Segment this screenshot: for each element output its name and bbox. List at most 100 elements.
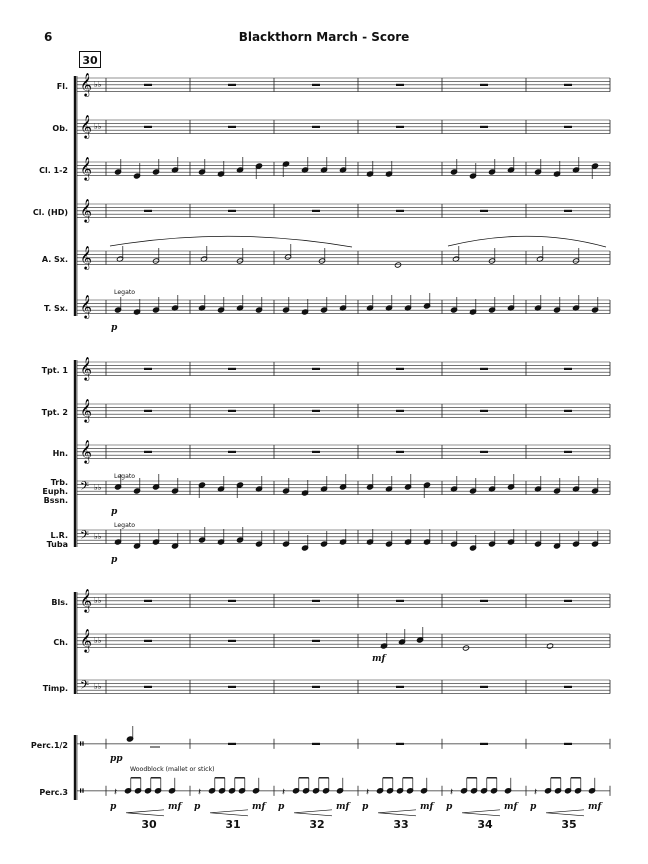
instrument-label-clarinet-hd: Cl. (HD) [32,208,68,217]
percussion-clef-icon: 𝄥 [80,784,84,798]
whole-rest [564,209,572,212]
whole-rest [396,409,404,412]
key-signature-flats: ♭♭ [94,532,102,541]
whole-rest [564,685,572,688]
dynamic-p-perc3-m35: p [530,802,537,812]
whole-rest [564,742,572,745]
whole-rest [312,742,320,745]
key-signature-flats: ♭♭ [94,636,102,645]
note-head [462,645,470,651]
whole-rest [312,209,320,212]
instrument-label-chimes: Ch. [53,638,68,647]
whole-rest [396,450,404,453]
crescendo-hairpin [377,809,417,817]
whole-rest [564,450,572,453]
quarter-rest-icon: 𝄽 [282,787,285,798]
whole-rest [144,685,152,688]
whole-rest [312,409,320,412]
legato-text-tenor-sax: Legato [114,289,136,296]
slur [109,235,353,248]
whole-rest [228,450,236,453]
note-head [546,643,554,649]
whole-rest [312,685,320,688]
bass-clef-icon: 𝄢 [80,529,89,545]
whole-rest [564,83,572,86]
quarter-rest-icon: 𝄽 [114,787,117,798]
treble-clef-icon: 𝄞 [80,156,92,181]
crescendo-hairpin [461,809,501,817]
bass-clef-icon: 𝄢 [80,679,89,695]
note-head [394,262,402,268]
whole-rest [480,599,488,602]
whole-rest [564,367,572,370]
dynamic-p-trombone: p [111,507,118,517]
dynamic-mf-perc3-m35: mf [588,802,602,812]
whole-rest [144,409,152,412]
instrument-label-flute: Fl. [56,82,68,91]
whole-rest [228,685,236,688]
whole-rest [396,367,404,370]
instrument-label-horn: Hn. [52,449,68,458]
whole-rest [396,685,404,688]
whole-rest [228,639,236,642]
dynamic-p-tenor-sax: p [111,323,118,333]
whole-rest [228,742,236,745]
page-number: 6 [44,30,53,44]
whole-rest [312,639,320,642]
dynamic-mf-perc3-m32: mf [336,802,350,812]
instrument-label-oboe: Ob. [52,124,68,133]
whole-rest [228,409,236,412]
key-signature-flats: ♭♭ [94,682,102,691]
page-title: Blackthorn March - Score [238,30,410,44]
instrument-label-percussion-3: Perc.3 [39,788,68,797]
whole-rest [396,742,404,745]
whole-rest [228,83,236,86]
whole-rest [312,599,320,602]
measure-number-31: 31 [225,818,241,831]
measure-number-34: 34 [477,818,493,831]
dynamic-mf-perc3-m31: mf [252,802,266,812]
percussion-clef-icon: 𝄥 [80,737,84,751]
whole-rest [144,450,152,453]
whole-rest [144,209,152,212]
instrument-label-tenor-sax: T. Sx. [43,304,68,313]
whole-rest [564,409,572,412]
whole-rest [144,599,152,602]
whole-rest [396,599,404,602]
whole-rest [228,599,236,602]
treble-clef-icon: 𝄞 [80,72,92,97]
treble-clef-icon: 𝄞 [80,398,92,423]
dynamic-pp-perc: pp [110,754,123,764]
quarter-rest-icon: 𝄽 [450,787,453,798]
dynamic-p-perc3-m34: p [446,802,453,812]
dynamic-p-perc3-m31: p [194,802,201,812]
treble-clef-icon: 𝄞 [80,356,92,381]
whole-rest [480,367,488,370]
dynamic-p-tuba: p [111,555,118,565]
dynamic-p-perc3-m30: p [110,802,117,812]
whole-rest [312,450,320,453]
whole-rest [396,83,404,86]
treble-clef-icon: 𝄞 [80,588,92,613]
whole-rest [228,125,236,128]
measure-number-32: 32 [309,818,325,831]
quarter-rest-icon: 𝄽 [366,787,369,798]
crescendo-hairpin [209,809,249,817]
instrument-label-timpani: Timp. [42,684,68,693]
rehearsal-mark: 30 [79,51,101,68]
whole-rest [144,83,152,86]
treble-clef-icon: 𝄞 [80,439,92,464]
whole-rest [228,209,236,212]
quarter-rest-icon: 𝄽 [198,787,201,798]
whole-rest [312,83,320,86]
instrument-label-percussion-12: Perc.1/2 [30,741,68,750]
treble-clef-icon: 𝄞 [80,294,92,319]
whole-rest [144,639,152,642]
whole-rest [480,83,488,86]
dynamic-p-perc3-m32: p [278,802,285,812]
treble-clef-icon: 𝄞 [80,198,92,223]
key-signature-flats: ♭♭ [94,483,102,492]
instrument-label-clarinet: Cl. 1-2 [39,166,68,175]
measure-number-33: 33 [393,818,409,831]
